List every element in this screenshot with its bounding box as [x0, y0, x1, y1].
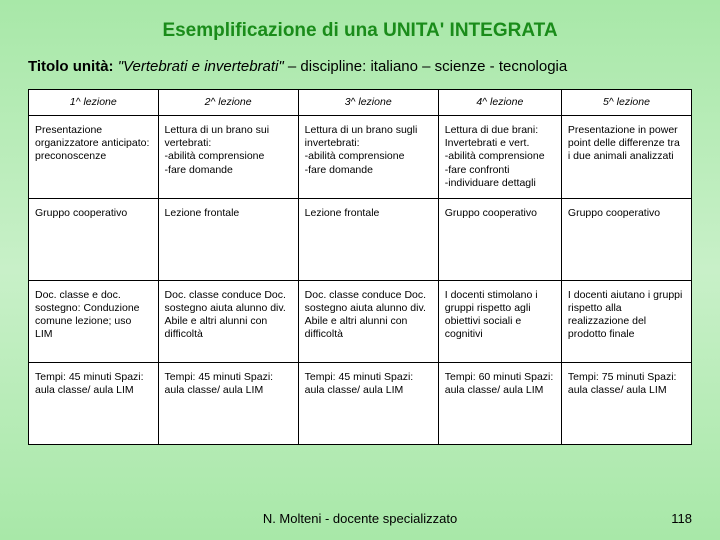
table-cell: Tempi: 45 minuti Spazi: aula classe/ aul…: [29, 362, 159, 444]
table-row: Gruppo cooperativo Lezione frontale Lezi…: [29, 198, 692, 280]
subtitle-suffix: – discipline: italiano – scienze - tecno…: [284, 58, 568, 75]
slide-title: Esemplificazione di una UNITA' INTEGRATA: [28, 20, 692, 42]
slide-subtitle: Titolo unità: "Vertebrati e invertebrati…: [28, 58, 692, 75]
table-cell: Tempi: 75 minuti Spazi: aula classe/ aul…: [561, 362, 691, 444]
table-cell: Lettura di un brano sugli invertebrati:-…: [298, 116, 438, 199]
table-cell: Doc. classe conduce Doc. sostegno aiuta …: [298, 280, 438, 362]
col-header: 5^ lezione: [561, 90, 691, 116]
table-cell: Doc. classe e doc. sostegno: Conduzione …: [29, 280, 159, 362]
col-header: 1^ lezione: [29, 90, 159, 116]
col-header: 2^ lezione: [158, 90, 298, 116]
table-cell: Lezione frontale: [158, 198, 298, 280]
table-header-row: 1^ lezione 2^ lezione 3^ lezione 4^ lezi…: [29, 90, 692, 116]
table-cell: I docenti stimolano i gruppi rispetto ag…: [438, 280, 561, 362]
table-cell: Lettura di un brano sui vertebrati:-abil…: [158, 116, 298, 199]
subtitle-prefix: Titolo unità:: [28, 58, 118, 75]
page-number: 118: [671, 511, 692, 526]
col-header: 3^ lezione: [298, 90, 438, 116]
table-cell: Tempi: 45 minuti Spazi: aula classe/ aul…: [158, 362, 298, 444]
table-cell: Tempi: 45 minuti Spazi: aula classe/ aul…: [298, 362, 438, 444]
table-cell: Presentazione organizzatore anticipato: …: [29, 116, 159, 199]
col-header: 4^ lezione: [438, 90, 561, 116]
table-cell: Gruppo cooperativo: [438, 198, 561, 280]
table-cell: Presentazione in power point delle diffe…: [561, 116, 691, 199]
table-row: Presentazione organizzatore anticipato: …: [29, 116, 692, 199]
table-cell: Tempi: 60 minuti Spazi: aula classe/ aul…: [438, 362, 561, 444]
footer-author: N. Molteni - docente specializzato: [0, 511, 720, 526]
table-cell: Doc. classe conduce Doc. sostegno aiuta …: [158, 280, 298, 362]
table-row: Doc. classe e doc. sostegno: Conduzione …: [29, 280, 692, 362]
table-cell: Gruppo cooperativo: [29, 198, 159, 280]
lesson-table: 1^ lezione 2^ lezione 3^ lezione 4^ lezi…: [28, 89, 692, 445]
table-row: Tempi: 45 minuti Spazi: aula classe/ aul…: [29, 362, 692, 444]
table-cell: Gruppo cooperativo: [561, 198, 691, 280]
table-cell: I docenti aiutano i gruppi rispetto alla…: [561, 280, 691, 362]
subtitle-italic: "Vertebrati e invertebrati": [118, 58, 284, 75]
table-cell: Lezione frontale: [298, 198, 438, 280]
table-cell: Lettura di due brani: Invertebrati e ver…: [438, 116, 561, 199]
